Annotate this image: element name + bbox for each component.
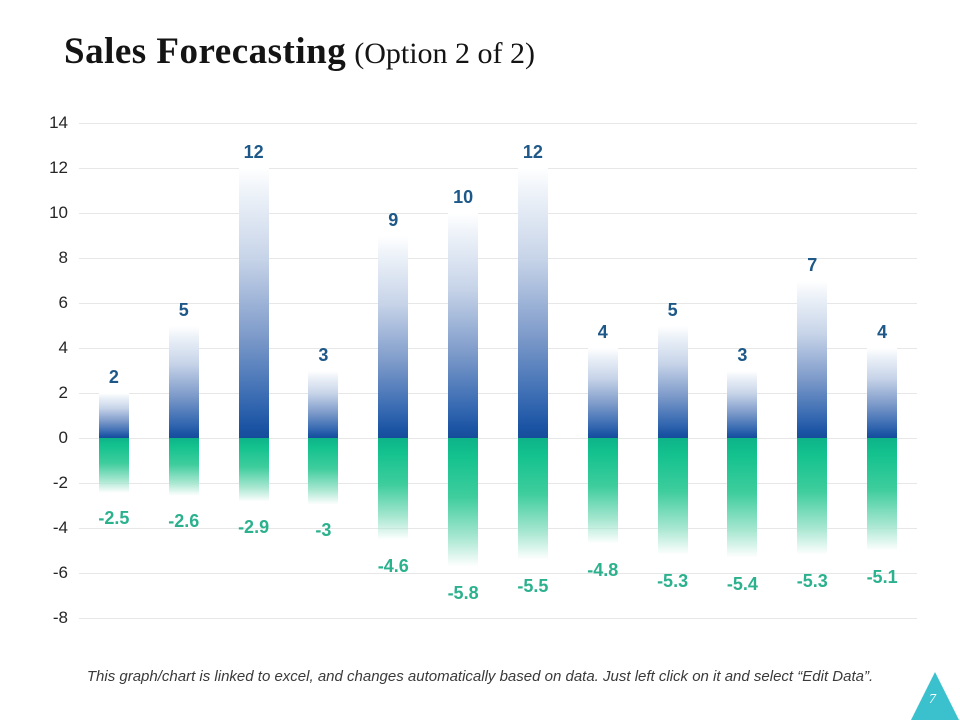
bar-label-positive: 4 — [877, 322, 888, 342]
gridline — [79, 393, 917, 394]
bar-positive[interactable] — [867, 348, 898, 438]
gridline — [79, 168, 917, 169]
bar-negative[interactable] — [448, 438, 479, 569]
gridline — [79, 258, 917, 259]
bar-label-negative: -3 — [315, 519, 332, 540]
bar-label-positive: 2 — [108, 367, 119, 387]
page-subtitle: (Option 2 of 2) — [354, 37, 536, 70]
y-tick-label: 14 — [49, 113, 68, 132]
bar-positive[interactable] — [448, 213, 479, 438]
gridline — [79, 618, 917, 619]
bar-negative[interactable] — [727, 438, 758, 560]
footer-note: This graph/chart is linked to excel, and… — [86, 668, 874, 685]
bar-label-positive: 10 — [453, 187, 474, 207]
gridline — [79, 573, 917, 574]
gridline — [79, 438, 917, 439]
gridline — [79, 303, 917, 304]
bar-label-negative: -5.4 — [726, 573, 758, 594]
slide-header: Sales Forecasting (Option 2 of 2) — [64, 30, 535, 73]
bar-negative[interactable] — [867, 438, 898, 553]
bar-positive[interactable] — [238, 168, 269, 438]
bar-label-negative: -5.3 — [796, 571, 828, 592]
bar-negative[interactable] — [308, 438, 339, 506]
y-tick-label: -6 — [52, 563, 68, 582]
y-tick-label: 8 — [58, 248, 68, 267]
bar-positive[interactable] — [587, 348, 618, 438]
bar-label-positive: 9 — [388, 209, 399, 230]
y-tick-label: -8 — [52, 608, 68, 627]
bar-label-positive: 5 — [667, 299, 678, 320]
page-number-triangle — [911, 672, 959, 720]
bar-positive[interactable] — [168, 325, 199, 438]
y-tick-label: 2 — [58, 383, 68, 402]
bar-positive[interactable] — [517, 168, 548, 438]
y-tick-label: 0 — [58, 428, 68, 447]
gridline — [79, 528, 917, 529]
bar-label-positive: 3 — [737, 344, 748, 365]
y-tick-label: 6 — [58, 293, 68, 312]
bar-label-negative: -2.6 — [168, 510, 200, 531]
y-tick-label: 10 — [49, 203, 68, 222]
bar-negative[interactable] — [517, 438, 548, 562]
bar-positive[interactable] — [98, 393, 129, 438]
bar-negative[interactable] — [168, 438, 199, 497]
bar-negative[interactable] — [797, 438, 828, 558]
bar-negative[interactable] — [657, 438, 688, 558]
bar-label-positive: 3 — [318, 344, 329, 365]
bar-positive[interactable] — [657, 325, 688, 438]
sales-forecast-bar-chart[interactable]: 14 12 10 8 6 4 2 0 -2 -4 -6 -8 2 -2.5 5 -2.6 12 -2.9 3 -3 9 -… — [0, 0, 960, 660]
page-number: 7 — [929, 692, 936, 707]
bar-label-negative: -2.5 — [98, 508, 130, 529]
bar-label-negative: -4.8 — [587, 560, 619, 580]
bar-positive[interactable] — [797, 280, 828, 438]
bar-label-positive: 12 — [522, 142, 543, 162]
bar-positive[interactable] — [727, 370, 758, 438]
bar-label-negative: -5.8 — [447, 582, 479, 603]
bar-label-positive: 7 — [807, 254, 818, 275]
bar-label-negative: -5.3 — [657, 571, 689, 592]
y-tick-label: 12 — [49, 158, 68, 177]
gridline — [79, 213, 917, 214]
bar-label-negative: -5.5 — [517, 575, 549, 596]
bar-positive[interactable] — [308, 370, 339, 438]
bar-label-positive: 12 — [243, 142, 264, 162]
page-title: Sales Forecasting — [64, 31, 347, 72]
gridline — [79, 123, 917, 124]
bar-negative[interactable] — [98, 438, 129, 495]
y-tick-label: 4 — [58, 338, 68, 357]
bar-label-negative: -4.6 — [377, 555, 409, 576]
gridline — [79, 483, 917, 484]
bar-positive[interactable] — [378, 235, 409, 438]
bar-negative[interactable] — [238, 438, 269, 504]
bar-negative[interactable] — [587, 438, 618, 546]
bar-label-positive: 4 — [597, 322, 608, 342]
bar-negative[interactable] — [378, 438, 409, 542]
bar-label-negative: -2.9 — [238, 517, 270, 538]
y-tick-label: -2 — [52, 473, 68, 492]
bar-label-positive: 5 — [178, 299, 189, 320]
y-tick-label: -4 — [52, 518, 68, 537]
bar-label-negative: -5.1 — [866, 566, 898, 587]
gridline — [79, 348, 917, 349]
